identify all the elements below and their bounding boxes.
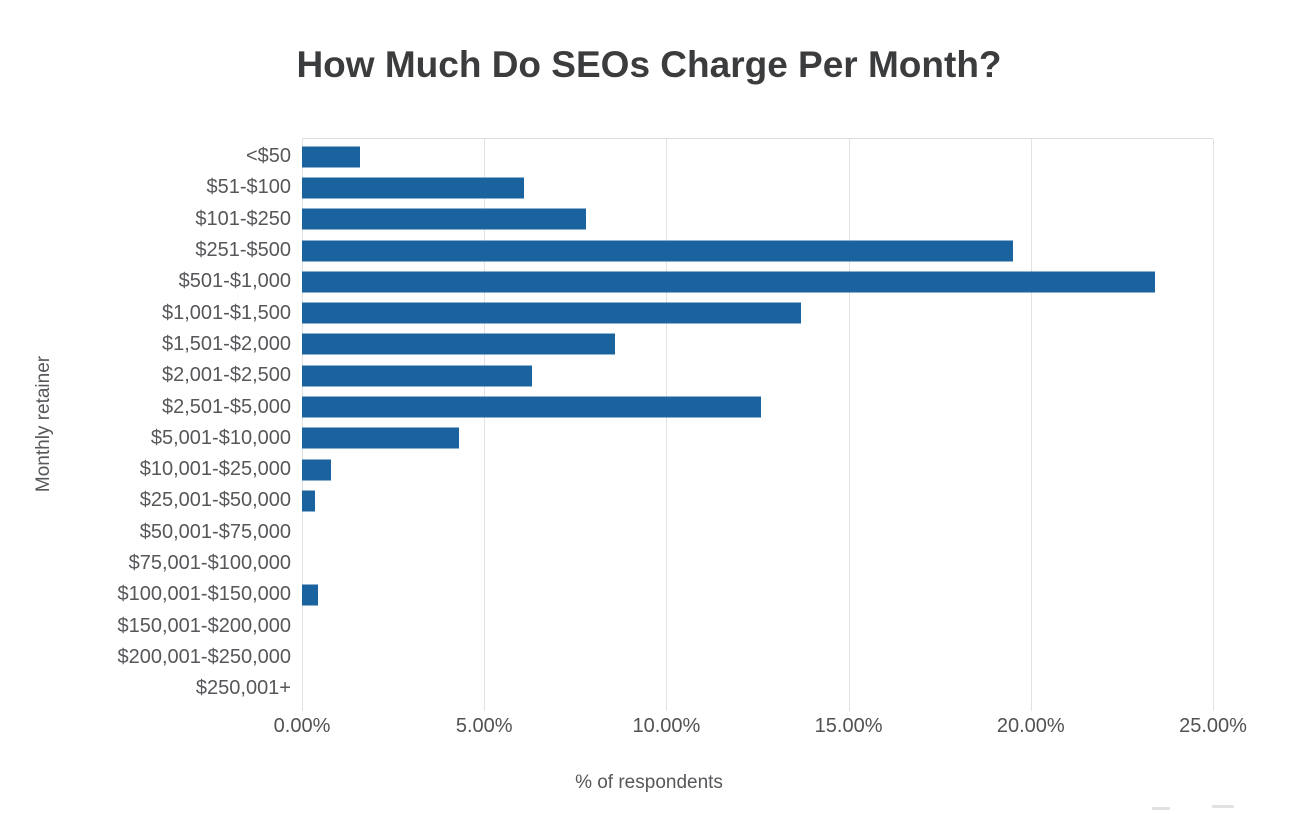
bar-row: $1,501-$2,000 bbox=[0, 329, 1213, 360]
x-axis-tick-label: 20.00% bbox=[996, 715, 1065, 737]
category-label: $50,001-$75,000 bbox=[139, 520, 291, 543]
x-axis-tick-label: 15.00% bbox=[814, 715, 883, 737]
bar bbox=[302, 459, 332, 481]
gridline bbox=[848, 139, 850, 711]
category-label: $2,001-$2,500 bbox=[161, 364, 291, 387]
bar bbox=[302, 365, 532, 387]
bar-track bbox=[302, 391, 1213, 422]
category-label: $75,001-$100,000 bbox=[128, 552, 291, 574]
bar-track bbox=[302, 204, 1213, 235]
bar-row: $51-$100 bbox=[0, 172, 1213, 203]
bar-row: <$50 bbox=[0, 141, 1213, 172]
bar-row: $150,001-$200,000 bbox=[0, 610, 1213, 641]
category-label: $251-$500 bbox=[195, 239, 291, 262]
category-label: $25,001-$50,000 bbox=[139, 489, 291, 512]
gridline bbox=[484, 139, 486, 711]
bar-track bbox=[302, 266, 1213, 297]
bar-track bbox=[302, 329, 1213, 360]
category-label: $1,501-$2,000 bbox=[161, 332, 291, 355]
category-label: $101-$250 bbox=[195, 207, 291, 230]
bar-track bbox=[302, 297, 1213, 328]
chart-title: How Much Do SEOs Charge Per Month? bbox=[296, 44, 1002, 85]
category-label: $250,001+ bbox=[195, 677, 291, 700]
bar-track bbox=[302, 454, 1213, 485]
bar-row: $50,001-$75,000 bbox=[0, 517, 1213, 548]
category-label: <$50 bbox=[245, 145, 291, 168]
category-label: $10,001-$25,000 bbox=[139, 458, 291, 481]
bar-row: $101-$250 bbox=[0, 204, 1213, 235]
bar-row: $2,001-$2,500 bbox=[0, 360, 1213, 391]
bar bbox=[302, 490, 315, 512]
gridline bbox=[666, 139, 668, 711]
category-label: $100,001-$150,000 bbox=[117, 583, 292, 606]
category-label: $150,001-$200,000 bbox=[117, 614, 292, 637]
bar bbox=[302, 396, 762, 418]
bar bbox=[302, 271, 1155, 293]
category-label: $1,001-$1,500 bbox=[161, 301, 291, 324]
gridline bbox=[1213, 139, 1214, 711]
bar-row: $5,001-$10,000 bbox=[0, 423, 1213, 454]
bar-track bbox=[302, 642, 1213, 673]
bar-track bbox=[302, 141, 1213, 172]
bar-track bbox=[302, 423, 1213, 454]
bar-track bbox=[302, 579, 1213, 610]
bar bbox=[302, 427, 459, 449]
x-axis-title: % of respondents bbox=[575, 772, 723, 793]
x-axis-tick-label: 25.00% bbox=[1179, 715, 1247, 737]
bar bbox=[302, 208, 587, 230]
gridline bbox=[1030, 139, 1032, 711]
bar-row: $1,001-$1,500 bbox=[0, 297, 1213, 328]
category-label: $501-$1,000 bbox=[178, 270, 291, 293]
bar-track bbox=[302, 485, 1213, 516]
watermark-mark bbox=[1212, 805, 1234, 808]
bar bbox=[302, 584, 319, 606]
plot-area bbox=[302, 138, 1214, 711]
watermark-fragment bbox=[1152, 802, 1262, 812]
bar-track bbox=[302, 360, 1213, 391]
bar-track bbox=[302, 517, 1213, 548]
bar bbox=[302, 177, 525, 199]
category-label: $200,001-$250,000 bbox=[117, 645, 292, 668]
bar-row: $501-$1,000 bbox=[0, 266, 1213, 297]
bar-row: $100,001-$150,000 bbox=[0, 579, 1213, 610]
category-label: $5,001-$10,000 bbox=[150, 426, 291, 449]
gridline bbox=[302, 139, 303, 711]
bar bbox=[302, 240, 1013, 262]
y-axis-title: Monthly retainer bbox=[33, 355, 54, 493]
bar-row: $200,001-$250,000 bbox=[0, 642, 1213, 673]
bar-track bbox=[302, 673, 1213, 704]
category-label: $2,501-$5,000 bbox=[161, 395, 291, 418]
bar bbox=[302, 333, 616, 355]
bar-row: $250,001+ bbox=[0, 673, 1213, 704]
x-axis-tick-label: 5.00% bbox=[455, 715, 513, 737]
x-axis-tick-label: 10.00% bbox=[632, 715, 701, 737]
category-label: $51-$100 bbox=[206, 176, 291, 199]
bar-row: $10,001-$25,000 bbox=[0, 454, 1213, 485]
bar-row: $251-$500 bbox=[0, 235, 1213, 266]
bar-row: $75,001-$100,000 bbox=[0, 548, 1213, 579]
x-axis-ticks: 0.00% 5.00% 10.00% 15.00% 20.00% 25.00% bbox=[274, 715, 1247, 743]
watermark-mark bbox=[1152, 807, 1170, 810]
bar-track bbox=[302, 235, 1213, 266]
bar-track bbox=[302, 610, 1213, 641]
bar-track bbox=[302, 548, 1213, 579]
bar-row: $25,001-$50,000 bbox=[0, 485, 1213, 516]
x-axis-tick-label: 0.00% bbox=[273, 715, 331, 737]
bar bbox=[302, 146, 361, 168]
bar-row: $2,501-$5,000 bbox=[0, 391, 1213, 422]
bar-rows-container: <$50 $51-$100 $101-$250 $251-$500 $501-$1,00… bbox=[0, 141, 1213, 704]
bar-track bbox=[302, 172, 1213, 203]
bar bbox=[302, 302, 802, 324]
